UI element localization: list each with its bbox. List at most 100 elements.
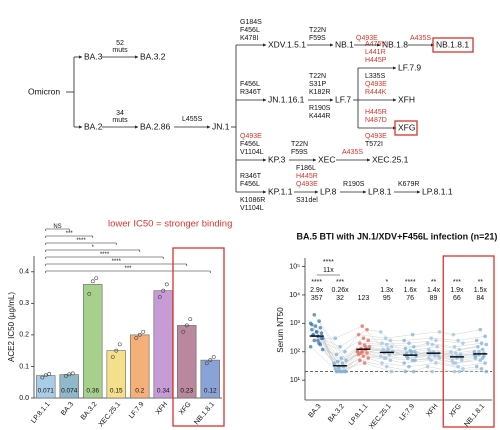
x-tick-label: LF.7.9	[399, 403, 417, 422]
donor-point	[314, 330, 319, 334]
fold-label: 2.9x	[310, 287, 324, 294]
donor-point	[461, 341, 465, 346]
mutation-label: K182R	[309, 89, 330, 96]
mean-label: 357	[311, 295, 323, 302]
donor-point	[361, 354, 366, 358]
mutation-label: R346T	[240, 89, 262, 96]
replicate-point	[94, 276, 99, 280]
mutation-label: T572I	[365, 141, 383, 148]
tree-node: BA.3	[84, 51, 103, 61]
donor-point	[379, 354, 383, 358]
donor-point	[387, 352, 392, 357]
donor-point	[456, 364, 460, 369]
tree-node: LP.8	[320, 186, 337, 196]
donor-point	[319, 336, 324, 340]
donor-point	[457, 369, 462, 374]
mutation-label: H445P	[365, 57, 387, 64]
donor-point	[449, 349, 453, 354]
donor-point	[411, 344, 416, 349]
x-tick-label: XEC.25.1	[98, 401, 123, 429]
donor-point	[365, 351, 369, 355]
tree-node: XFG	[398, 122, 415, 132]
donor-point	[429, 336, 433, 340]
fold-label: 1.9x	[450, 287, 464, 294]
donor-point	[430, 342, 435, 347]
donor-point	[316, 338, 320, 343]
mutation-label: F456L	[240, 181, 260, 188]
donor-point	[407, 364, 411, 369]
donor-point	[480, 356, 485, 360]
mutation-count-unit: muts	[112, 117, 128, 124]
donor-point	[339, 356, 344, 360]
tree-node: NB.1.8.1	[436, 39, 469, 49]
tree-node: KP.1.1	[268, 186, 293, 196]
x-tick-label: BA.3.2	[327, 403, 346, 424]
mutation-label: N487D	[365, 117, 387, 124]
tree-node: LP.8.1	[368, 186, 392, 196]
tree-node: NB.1	[335, 39, 354, 49]
mutation-label: R190S	[343, 181, 365, 188]
mutation-label: Q493E	[365, 133, 387, 140]
donor-point	[409, 349, 414, 354]
donor-point	[335, 359, 340, 364]
mutation-label: L441R	[365, 49, 386, 56]
significance-label: *	[385, 279, 388, 286]
highlight-box	[172, 247, 225, 427]
y-tick-label: 0.2	[19, 332, 29, 339]
donor-point	[453, 361, 458, 365]
significance-label: NS	[53, 224, 61, 230]
highlight-box	[394, 120, 418, 136]
donor-point	[318, 342, 323, 347]
donor-point	[425, 364, 430, 369]
donor-point	[319, 331, 324, 335]
donor-point	[436, 354, 441, 358]
fold-label: 1.4x	[427, 287, 441, 294]
donor-point	[366, 356, 371, 360]
significance-label: ***	[453, 279, 461, 286]
donor-point	[434, 338, 438, 343]
donor-point	[385, 364, 389, 369]
donor-point	[366, 338, 371, 343]
donor-point	[312, 338, 317, 343]
bar	[130, 334, 150, 399]
significance-label: ***	[336, 279, 344, 286]
donor-point	[340, 361, 345, 365]
y-tick-label: 0.3	[19, 300, 29, 307]
significance-label: ***	[124, 266, 132, 272]
significance-label: ***	[66, 231, 74, 237]
tree-node: NB.1.8	[382, 39, 408, 49]
donor-point	[381, 347, 386, 352]
donor-point	[317, 319, 321, 323]
mutation-label: H445R	[365, 109, 387, 116]
x-tick-label: BA.3.2	[80, 401, 99, 422]
donor-line	[322, 336, 486, 355]
replicate-point	[211, 355, 216, 359]
comparison-significance: ****	[323, 259, 334, 266]
donor-point	[479, 367, 484, 371]
donor-line	[317, 329, 481, 352]
donor-point	[338, 344, 342, 349]
mutation-label: A475V	[365, 41, 386, 48]
donor-point	[407, 341, 411, 346]
x-tick-label: BA.3	[308, 403, 323, 419]
donor-point	[452, 369, 457, 374]
donor-point	[457, 347, 462, 352]
donor-point	[310, 327, 314, 332]
donor-point	[477, 349, 481, 354]
tree-node: JN.1	[212, 121, 230, 131]
replicate-point	[70, 371, 75, 376]
mutation-label: Q493E	[296, 181, 318, 188]
donor-point	[402, 338, 406, 343]
value-label: 0.12	[204, 388, 217, 395]
donor-point	[341, 369, 346, 374]
mutation-label: R190S	[309, 105, 331, 112]
donor-point	[359, 351, 363, 355]
donor-line	[322, 338, 486, 372]
replicate-point	[114, 348, 119, 353]
replicate-point	[204, 361, 209, 366]
replicate-point	[164, 282, 169, 287]
tree-node: JN.1.16.1	[268, 94, 305, 104]
tree-node: XFH	[398, 94, 415, 104]
y-tick-label: 10²	[290, 349, 301, 356]
